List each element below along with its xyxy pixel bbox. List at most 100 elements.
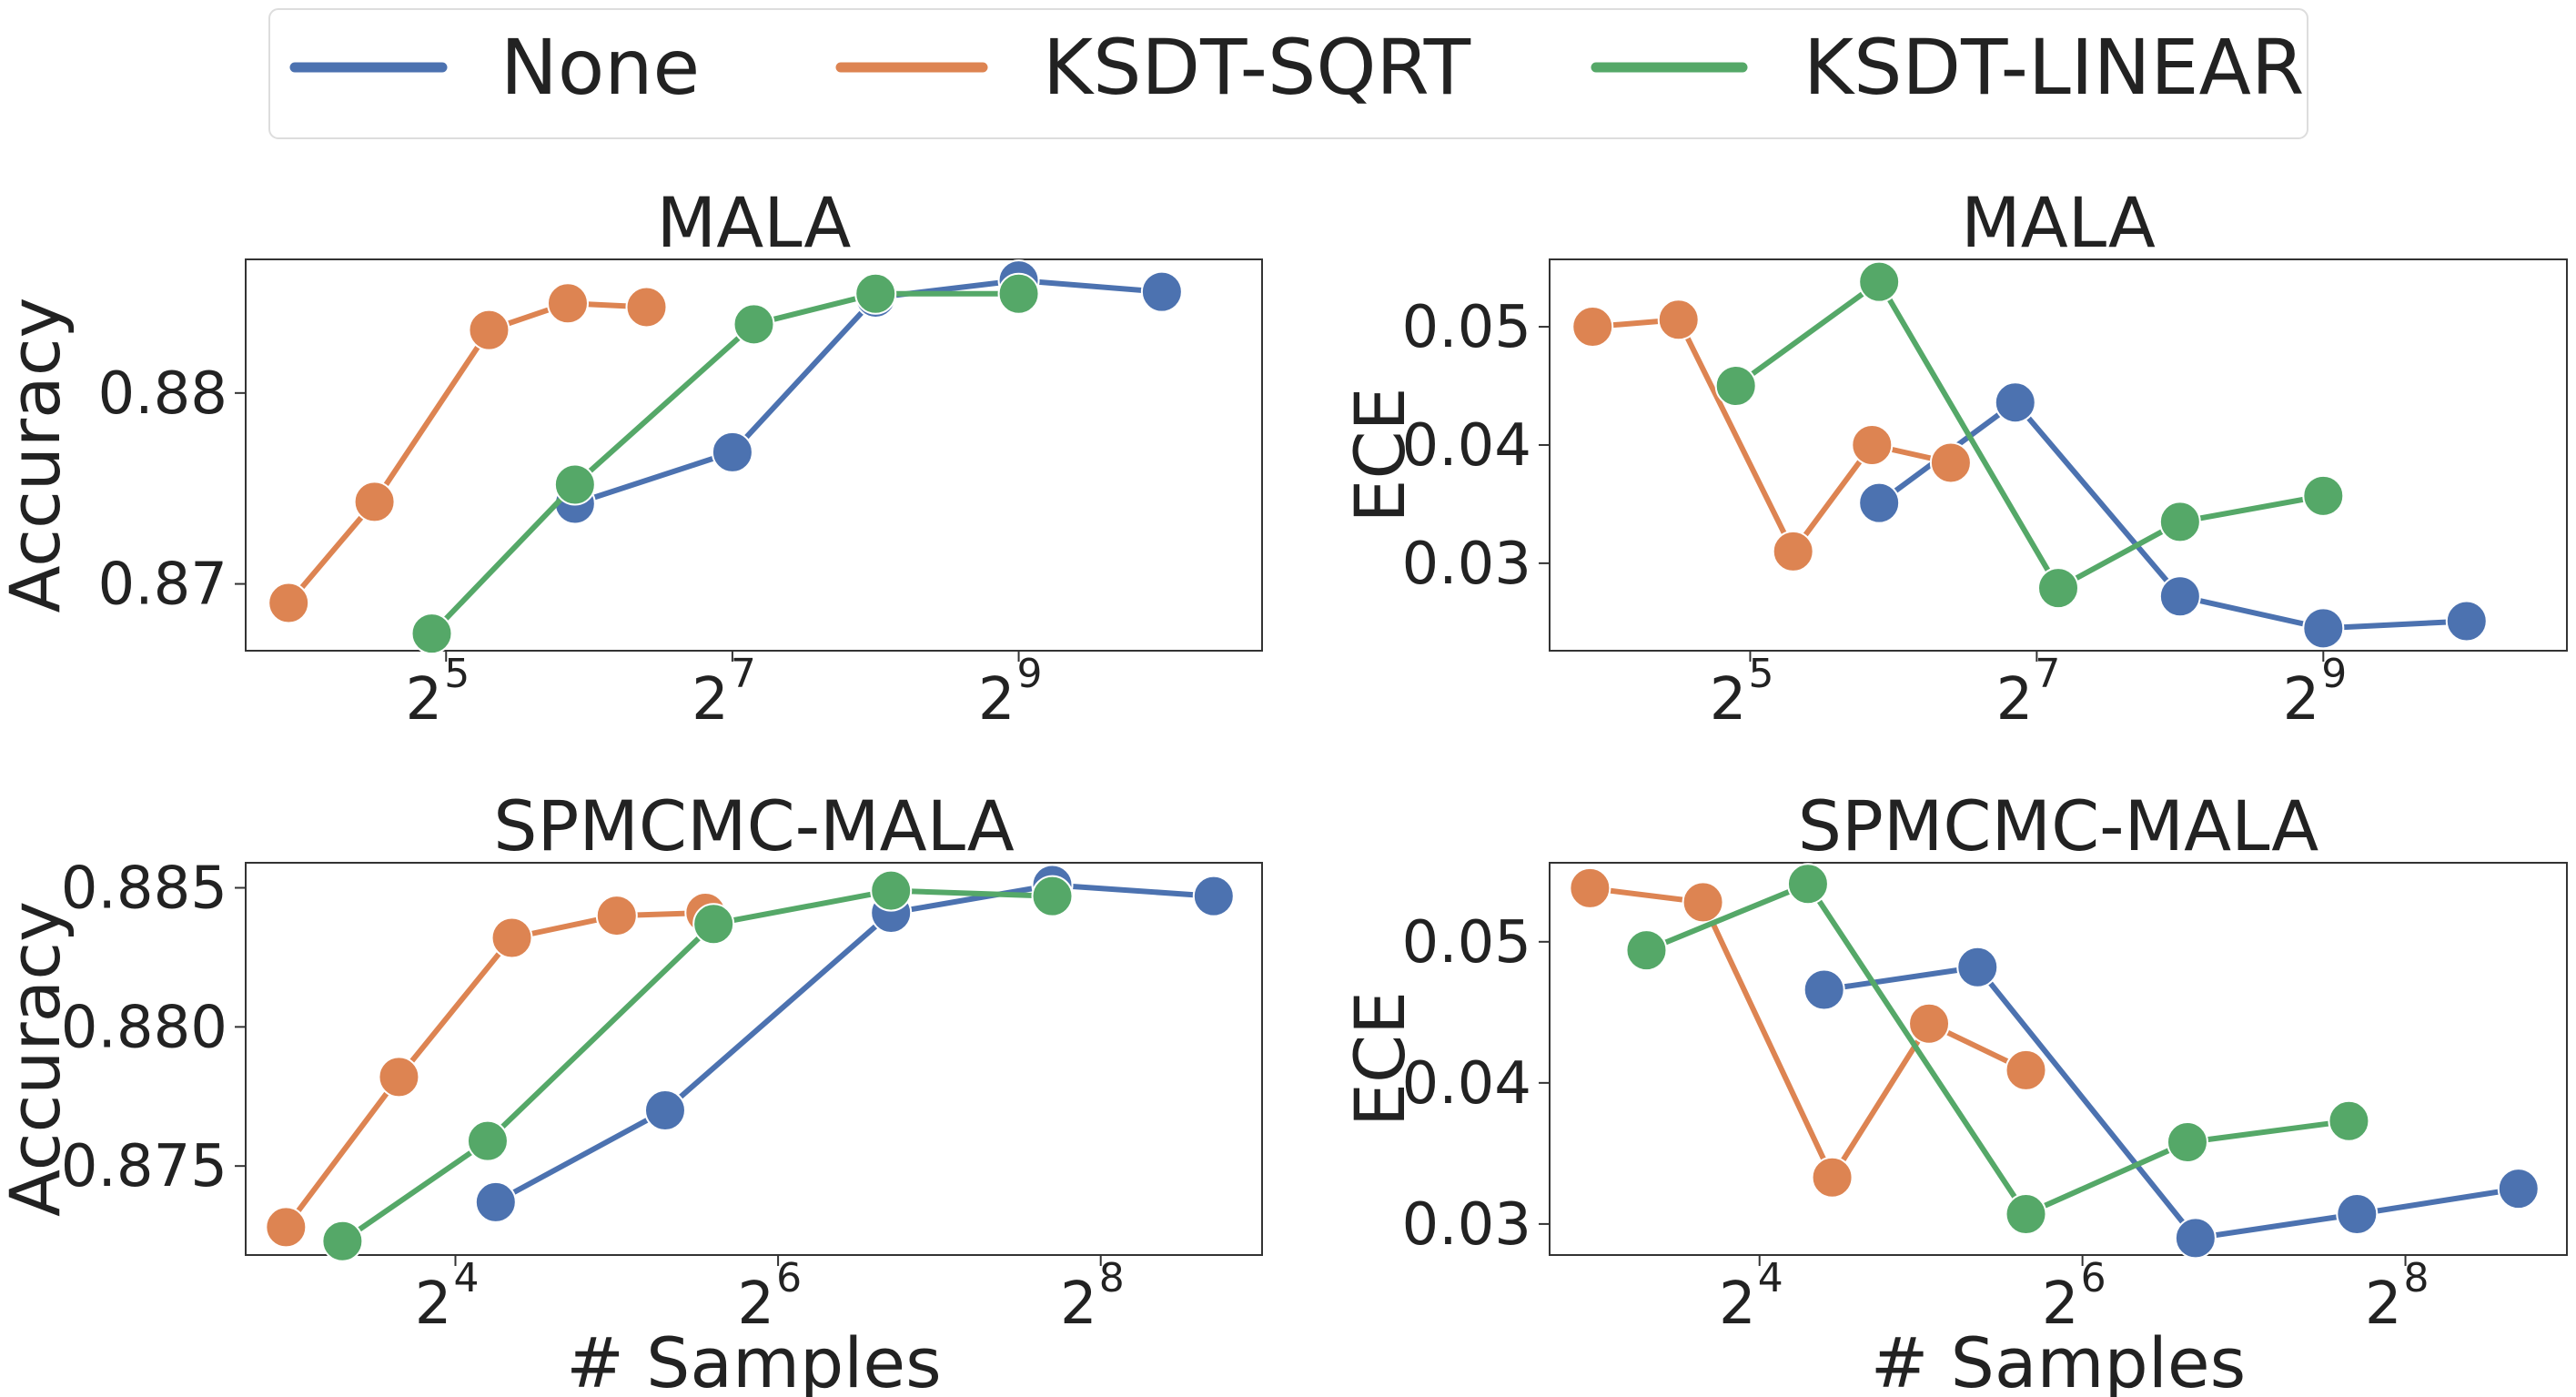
data-point — [1657, 299, 1700, 341]
x-tick-base: 2 — [1719, 1270, 1756, 1338]
x-tick-exponent: 4 — [453, 1255, 479, 1301]
data-point — [2336, 1193, 2379, 1236]
series-line — [283, 910, 706, 1230]
data-point — [1625, 929, 1668, 972]
x-axis-label: # Samples — [566, 1322, 941, 1397]
series-ksdt-linear — [1625, 863, 2370, 1236]
data-point — [711, 430, 753, 473]
data-point — [553, 463, 596, 506]
data-point — [490, 916, 533, 959]
y-tick-label: 0.03 — [1402, 1191, 1532, 1259]
data-point — [1571, 306, 1614, 349]
y-tick-label: 0.875 — [61, 1133, 227, 1200]
legend-label-none: None — [500, 23, 700, 112]
data-point — [854, 272, 897, 315]
y-tick-label: 0.880 — [61, 994, 227, 1061]
series-ksdt-sqrt — [268, 282, 668, 624]
x-tick-exponent: 7 — [731, 651, 756, 697]
data-point — [1031, 875, 1074, 917]
x-tick-exponent: 4 — [1758, 1255, 1783, 1301]
data-point — [2328, 1099, 2370, 1142]
data-point — [997, 272, 1040, 315]
data-point — [321, 1220, 364, 1262]
x-tick-exponent: 9 — [1017, 651, 1043, 697]
series-line — [340, 887, 1053, 1244]
data-point — [1858, 481, 1901, 524]
x-tick-exponent: 5 — [444, 651, 470, 697]
legend-label-ksdt-sqrt: KSDT-SQRT — [1043, 23, 1471, 112]
data-point — [1140, 270, 1183, 313]
x-tick-base: 2 — [1710, 666, 1747, 734]
data-point — [692, 903, 735, 946]
data-point — [546, 282, 589, 325]
axes-frame — [245, 258, 1263, 652]
data-point — [1929, 441, 1972, 484]
data-point — [265, 1206, 308, 1249]
data-point — [2037, 567, 2079, 610]
x-tick-base: 2 — [737, 1270, 774, 1338]
data-point — [1786, 863, 1829, 906]
series-ksdt-sqrt — [1569, 866, 2047, 1199]
data-point — [1772, 530, 1814, 572]
y-axis-label: Accuracy — [0, 298, 76, 613]
data-point — [1956, 946, 1999, 988]
series-ksdt-linear — [321, 869, 1074, 1262]
data-point — [1908, 1002, 1951, 1045]
data-point — [2302, 474, 2345, 517]
data-point — [268, 582, 310, 624]
series-ksdt-sqrt — [1571, 299, 1972, 572]
data-point — [2158, 575, 2201, 618]
series-ksdt-linear — [410, 272, 1040, 655]
panel-title: MALA — [1961, 182, 2156, 263]
axes-frame — [1549, 862, 2568, 1256]
y-axis-label: ECE — [1339, 991, 1420, 1127]
x-tick-base: 2 — [1060, 1270, 1097, 1338]
x-tick-base: 2 — [406, 666, 443, 734]
legend-frame — [268, 8, 2308, 139]
data-point — [2158, 501, 2201, 543]
x-tick-exponent: 6 — [776, 1255, 802, 1301]
panel-title: SPMCMC-MALA — [493, 785, 1014, 866]
panel-spmcmc-mala-accuracy: SPMCMC-MALA Accuracy # Samples 0.875 0.880 0.… — [0, 785, 1263, 1397]
y-tick-label: 0.88 — [98, 360, 228, 428]
x-tick-base: 2 — [2365, 1270, 2402, 1338]
axes-frame — [245, 862, 1263, 1256]
x-tick-exponent: 7 — [2035, 651, 2060, 697]
x-tick-exponent: 8 — [1099, 1255, 1125, 1301]
data-point — [1994, 381, 2036, 424]
x-tick-base: 2 — [415, 1270, 452, 1338]
data-point — [353, 481, 396, 523]
x-tick-exponent: 5 — [1748, 651, 1773, 697]
x-tick-base: 2 — [692, 666, 729, 734]
data-point — [2497, 1168, 2540, 1210]
data-point — [1858, 260, 1901, 303]
x-tick-exponent: 9 — [2321, 651, 2347, 697]
data-point — [410, 612, 453, 655]
data-point — [1803, 968, 1845, 1011]
data-point — [2166, 1120, 2208, 1163]
x-tick-exponent: 6 — [2081, 1255, 2106, 1301]
data-point — [643, 1089, 686, 1132]
y-tick-label: 0.05 — [1402, 294, 1532, 361]
data-point — [1714, 365, 1757, 408]
y-axis-label: Accuracy — [0, 901, 76, 1217]
data-point — [1569, 866, 1611, 909]
y-tick-label: 0.05 — [1402, 909, 1532, 977]
data-point — [1851, 423, 1894, 466]
x-tick-base: 2 — [2042, 1270, 2079, 1338]
data-point — [2005, 1193, 2047, 1236]
series-line — [1645, 881, 2349, 1217]
data-point — [870, 869, 913, 912]
data-point — [1682, 881, 1724, 924]
data-point — [625, 286, 668, 329]
series-none — [1858, 381, 2488, 650]
series-line — [1591, 317, 1952, 554]
series-line — [286, 300, 647, 605]
data-point — [474, 1180, 517, 1223]
data-point — [2174, 1217, 2217, 1260]
legend-label-ksdt-linear: KSDT-LINEAR — [1803, 23, 2304, 112]
y-axis-label: ECE — [1339, 387, 1420, 522]
